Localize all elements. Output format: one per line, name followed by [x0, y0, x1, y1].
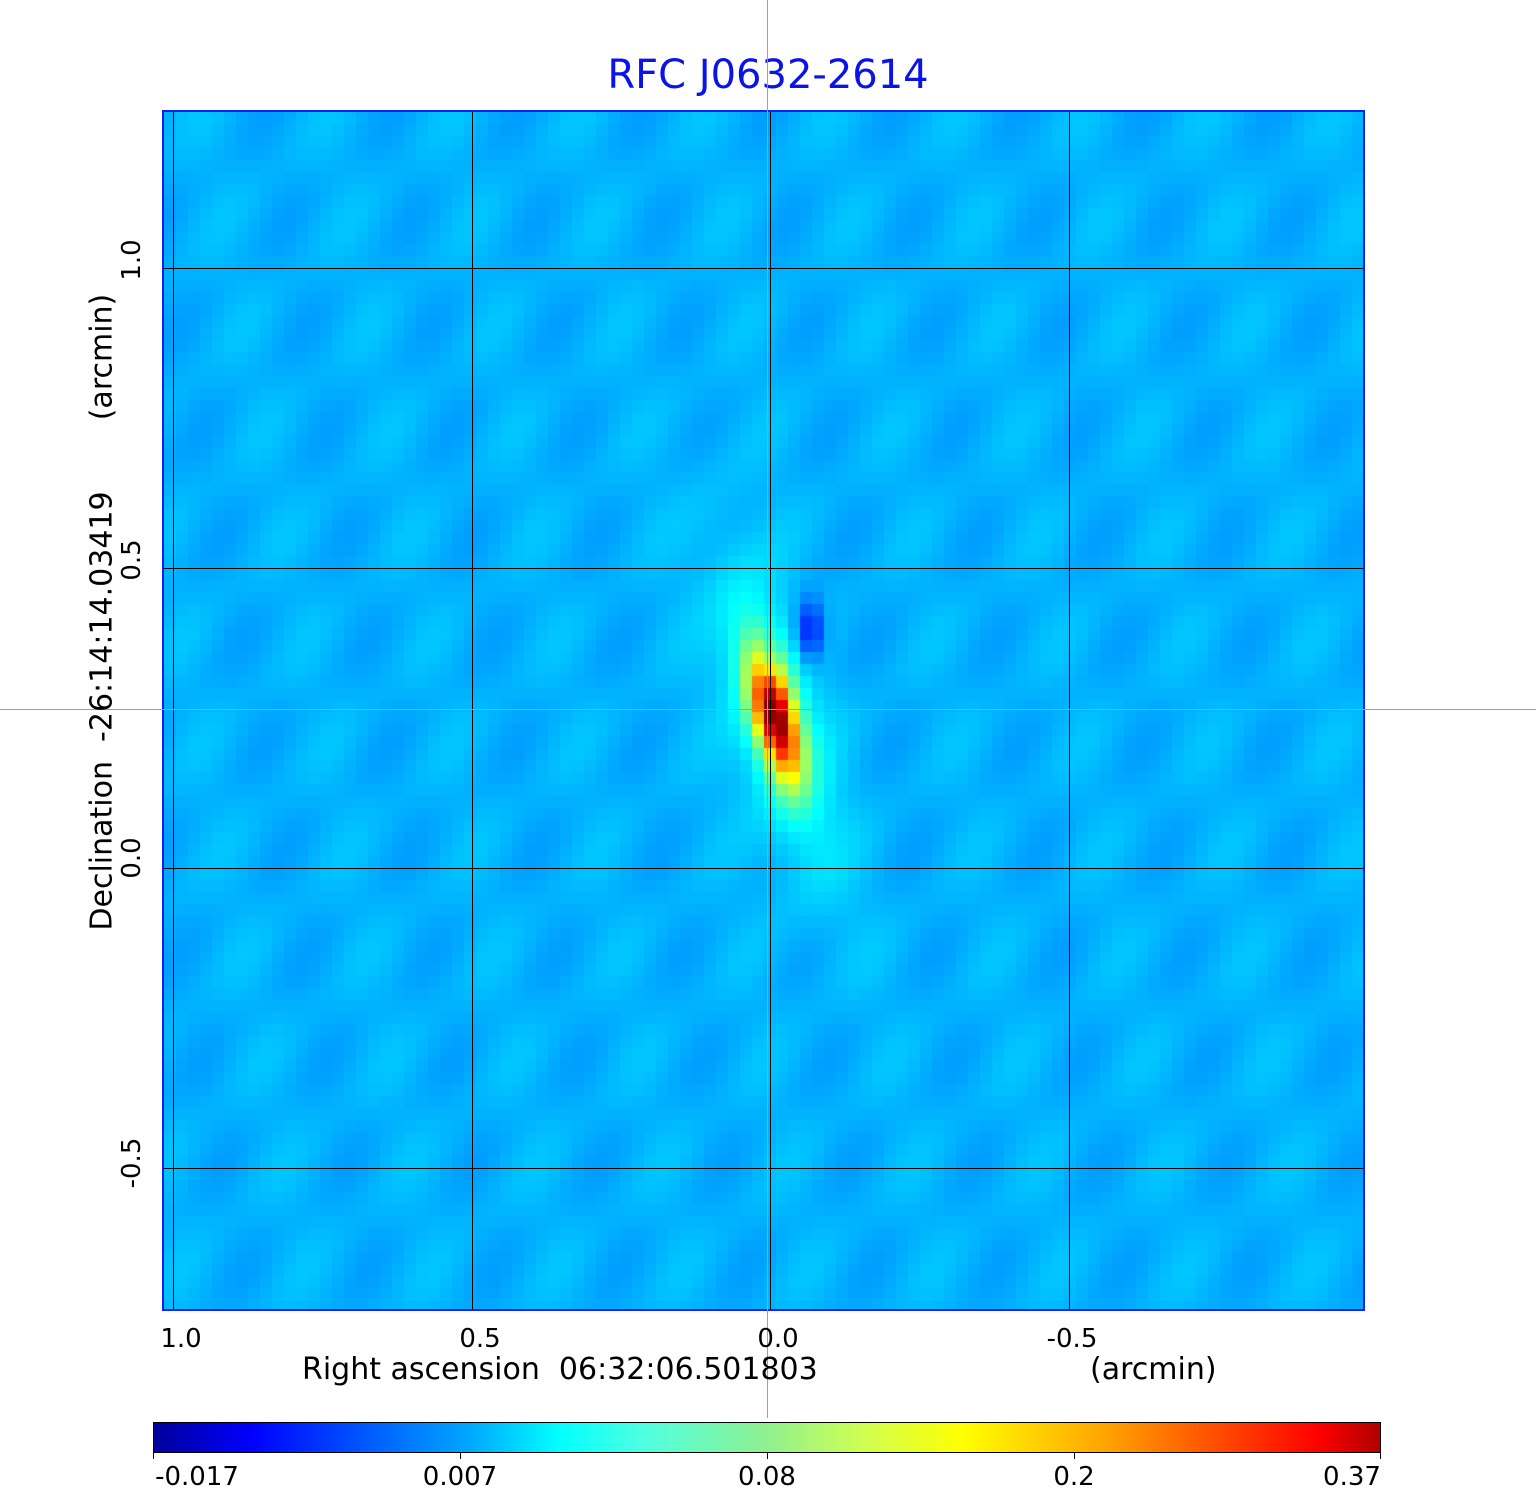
y-tick-label: 0.5	[117, 539, 147, 581]
x-tick-label: 0.0	[757, 1324, 799, 1354]
grid-line-x-0.5	[472, 112, 473, 1309]
radio-image-heatmap	[164, 112, 1363, 1309]
y-axis-label: Declination -26:14:14.03419	[84, 491, 120, 931]
grid-line-y-1.0	[164, 268, 1363, 269]
chart-title: RFC J0632-2614	[607, 52, 929, 98]
y-axis-unit: (arcmin)	[84, 293, 120, 421]
y-tick-label: -0.5	[117, 1137, 147, 1189]
image-plot-area	[162, 110, 1365, 1311]
y-tick-label: 1.0	[117, 239, 147, 281]
grid-line-y-0.0	[164, 868, 1363, 869]
x-axis-label: Right ascension 06:32:06.501803	[302, 1352, 818, 1387]
colorbar-tick	[767, 1453, 768, 1459]
x-tick-label: -0.5	[1046, 1324, 1098, 1354]
y-tick-label: 0.0	[117, 837, 147, 879]
colorbar-tick	[460, 1453, 461, 1459]
colorbar-tick-label: 0.007	[422, 1462, 498, 1492]
grid-line-y-0.5	[164, 568, 1363, 569]
colorbar	[153, 1422, 1381, 1453]
colorbar-tick-label: 0.37	[1323, 1462, 1381, 1492]
colorbar-tick	[1380, 1453, 1381, 1459]
x-tick-label: 1.0	[160, 1324, 202, 1354]
colorbar-tick-label: 0.2	[1053, 1462, 1095, 1492]
grid-line-x-1.0	[173, 112, 174, 1309]
colorbar-tick	[153, 1453, 154, 1459]
x-tick-label: 0.5	[459, 1324, 501, 1354]
colorbar-tick	[1074, 1453, 1075, 1459]
colorbar-tick-label: 0.08	[738, 1462, 796, 1492]
grid-line-x--0.5	[1069, 112, 1070, 1309]
grid-line-x-0.0	[770, 112, 771, 1309]
colorbar-tick-label: -0.017	[155, 1462, 239, 1492]
crosshair-horizontal	[0, 709, 1536, 710]
x-axis-unit: (arcmin)	[1090, 1352, 1217, 1387]
grid-line-y--0.5	[164, 1168, 1363, 1169]
